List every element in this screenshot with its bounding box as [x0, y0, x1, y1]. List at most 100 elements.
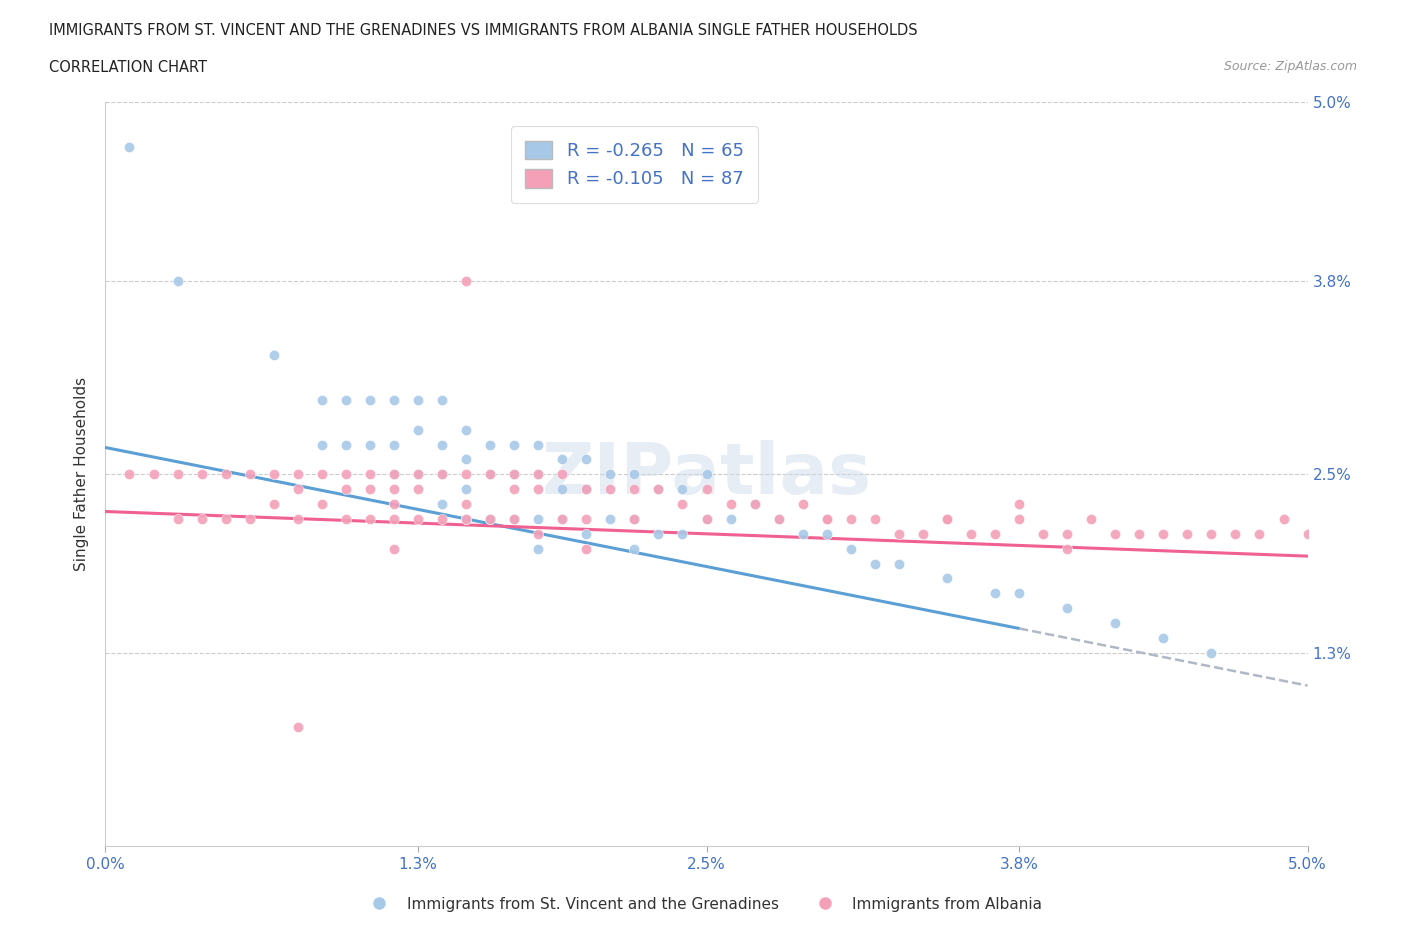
Point [287, 482, 309, 497]
Point [527, 467, 550, 482]
Point [768, 512, 790, 526]
Point [430, 392, 453, 407]
Point [454, 467, 477, 482]
Point [551, 452, 574, 467]
Point [335, 482, 357, 497]
Point [1008, 497, 1031, 512]
Point [406, 392, 429, 407]
Point [599, 512, 621, 526]
Point [430, 467, 453, 482]
Point [263, 467, 285, 482]
Point [454, 452, 477, 467]
Point [744, 497, 766, 512]
Point [1296, 526, 1319, 541]
Point [359, 392, 381, 407]
Point [671, 526, 693, 541]
Point [1104, 616, 1126, 631]
Point [166, 467, 188, 482]
Point [118, 467, 141, 482]
Point [239, 467, 262, 482]
Point [382, 437, 405, 452]
Text: ZIPatlas: ZIPatlas [541, 440, 872, 509]
Point [551, 512, 574, 526]
Point [551, 467, 574, 482]
Point [479, 512, 502, 526]
Point [744, 497, 766, 512]
Point [527, 437, 550, 452]
Point [984, 526, 1007, 541]
Point [118, 140, 141, 154]
Point [311, 392, 333, 407]
Point [214, 512, 236, 526]
Point [1032, 526, 1054, 541]
Point [503, 467, 526, 482]
Point [166, 273, 188, 288]
Point [623, 512, 645, 526]
Point [936, 571, 959, 586]
Point [287, 720, 309, 735]
Point [287, 467, 309, 482]
Point [863, 556, 886, 571]
Point [720, 512, 742, 526]
Point [311, 437, 333, 452]
Point [527, 541, 550, 556]
Point [454, 273, 477, 288]
Point [406, 512, 429, 526]
Point [311, 497, 333, 512]
Point [623, 541, 645, 556]
Point [287, 512, 309, 526]
Point [1175, 526, 1198, 541]
Point [1272, 512, 1295, 526]
Point [382, 482, 405, 497]
Point [1056, 526, 1078, 541]
Point [647, 482, 669, 497]
Point [1056, 601, 1078, 616]
Point [839, 512, 862, 526]
Text: IMMIGRANTS FROM ST. VINCENT AND THE GRENADINES VS IMMIGRANTS FROM ALBANIA SINGLE: IMMIGRANTS FROM ST. VINCENT AND THE GREN… [49, 23, 918, 38]
Point [575, 512, 598, 526]
Point [382, 467, 405, 482]
Point [1225, 526, 1247, 541]
Point [406, 482, 429, 497]
Point [382, 541, 405, 556]
Point [911, 526, 934, 541]
Point [382, 512, 405, 526]
Point [335, 467, 357, 482]
Point [527, 512, 550, 526]
Point [887, 526, 910, 541]
Point [551, 512, 574, 526]
Point [359, 482, 381, 497]
Point [430, 437, 453, 452]
Point [503, 437, 526, 452]
Point [382, 467, 405, 482]
Point [599, 467, 621, 482]
Point [335, 437, 357, 452]
Point [142, 467, 165, 482]
Point [623, 512, 645, 526]
Point [696, 467, 718, 482]
Point [671, 482, 693, 497]
Point [936, 512, 959, 526]
Point [359, 512, 381, 526]
Point [575, 541, 598, 556]
Point [406, 467, 429, 482]
Point [527, 482, 550, 497]
Point [263, 497, 285, 512]
Point [1008, 512, 1031, 526]
Point [382, 392, 405, 407]
Point [575, 452, 598, 467]
Point [479, 437, 502, 452]
Point [359, 437, 381, 452]
Point [454, 482, 477, 497]
Point [647, 526, 669, 541]
Point [503, 482, 526, 497]
Point [1249, 526, 1271, 541]
Point [720, 497, 742, 512]
Point [792, 526, 814, 541]
Point [599, 482, 621, 497]
Point [527, 467, 550, 482]
Point [430, 467, 453, 482]
Point [479, 467, 502, 482]
Point [454, 512, 477, 526]
Point [575, 482, 598, 497]
